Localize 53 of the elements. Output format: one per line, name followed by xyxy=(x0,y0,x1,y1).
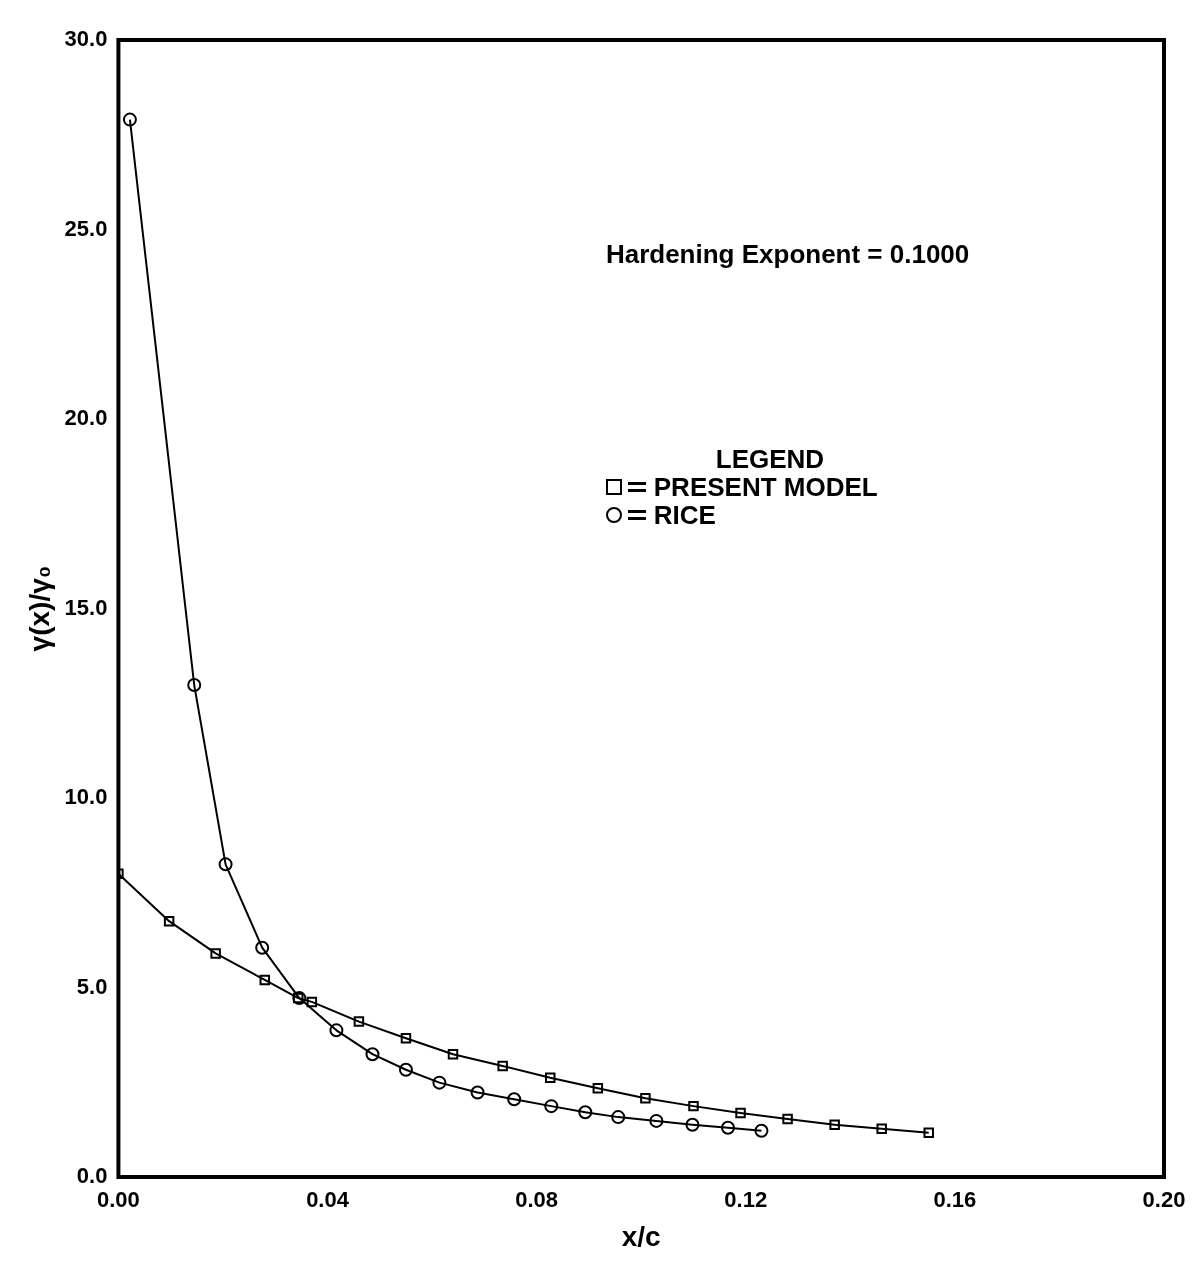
point xyxy=(365,1047,380,1062)
x-tick-label: 0.16 xyxy=(933,1187,977,1213)
point xyxy=(735,1107,746,1119)
x-tick-label: 0.12 xyxy=(724,1187,768,1213)
y-tick-label: 0.0 xyxy=(76,1163,108,1189)
point xyxy=(578,1105,593,1120)
point xyxy=(255,940,270,955)
point xyxy=(470,1085,485,1100)
point xyxy=(649,1113,664,1128)
y-axis-title: γ(x)/γ₀ xyxy=(23,565,55,652)
point xyxy=(782,1113,793,1125)
point xyxy=(544,1099,559,1114)
y-tick-label: 20.0 xyxy=(64,405,108,431)
x-tick-label: 0.00 xyxy=(97,1187,140,1213)
point xyxy=(432,1075,447,1090)
point xyxy=(163,915,175,927)
point xyxy=(259,974,271,986)
y-tick-label: 10.0 xyxy=(64,784,108,810)
point xyxy=(210,948,221,959)
point xyxy=(306,996,318,1008)
point xyxy=(876,1123,887,1135)
point xyxy=(923,1127,934,1138)
point xyxy=(122,112,137,127)
legend-label: PRESENT MODEL xyxy=(653,471,878,502)
point xyxy=(329,1023,344,1038)
x-tick-label: 0.08 xyxy=(515,1187,559,1213)
x-axis-title: x/c xyxy=(621,1220,661,1252)
point xyxy=(829,1119,840,1130)
point xyxy=(447,1048,459,1060)
legend-title: LEGEND xyxy=(714,443,826,474)
y-tick-label: 25.0 xyxy=(64,215,108,241)
point xyxy=(187,678,202,693)
point xyxy=(398,1062,413,1077)
point xyxy=(611,1110,626,1125)
legend-label: RICE xyxy=(653,499,716,530)
point xyxy=(497,1060,508,1072)
point xyxy=(685,1117,700,1132)
point xyxy=(720,1120,735,1135)
x-tick-label: 0.04 xyxy=(306,1187,350,1213)
point xyxy=(688,1100,699,1112)
x-tick-label: 0.20 xyxy=(1142,1187,1186,1213)
point xyxy=(640,1092,651,1104)
y-tick-label: 5.0 xyxy=(76,973,108,999)
point xyxy=(353,1016,365,1027)
point xyxy=(400,1033,412,1044)
point xyxy=(507,1092,522,1107)
point xyxy=(592,1083,604,1094)
point xyxy=(218,857,233,872)
y-tick-label: 15.0 xyxy=(64,594,108,620)
annotation: Hardening Exponent = 0.1000 xyxy=(605,239,970,270)
point xyxy=(545,1072,556,1083)
y-tick-label: 30.0 xyxy=(64,26,108,52)
point xyxy=(754,1123,769,1138)
